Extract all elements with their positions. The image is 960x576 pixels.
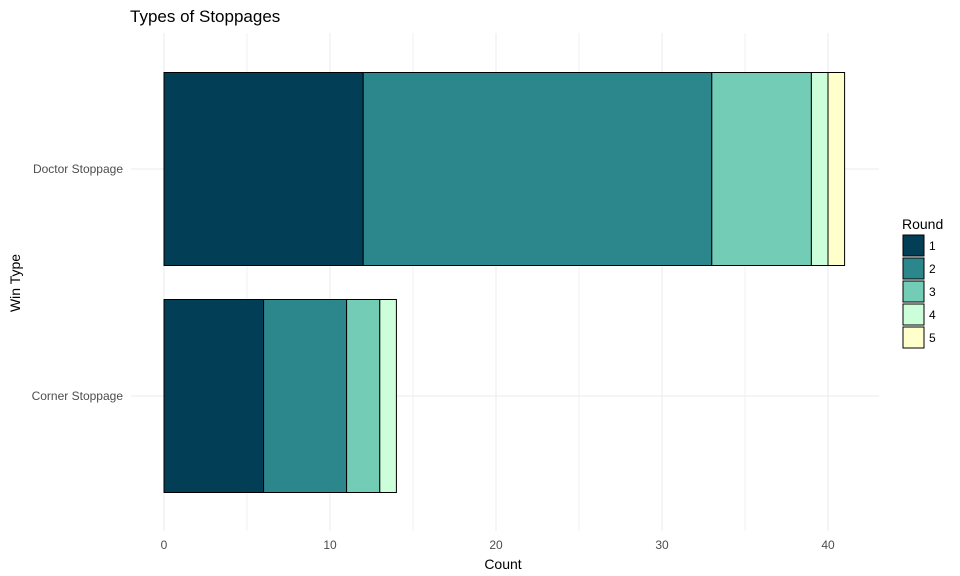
y-axis-ticks: Doctor Stoppage Corner Stoppage	[32, 162, 124, 403]
legend-key	[902, 326, 925, 349]
bar-segment	[711, 72, 812, 266]
y-axis-title: Win Type	[7, 254, 23, 312]
legend-key	[902, 234, 925, 257]
y-tick-label: Doctor Stoppage	[33, 162, 123, 176]
legend: Round 1 2 3 4 5	[902, 216, 943, 349]
bar-segment	[263, 299, 348, 493]
y-tick-label: Corner Stoppage	[32, 389, 124, 403]
chart-title: Types of Stoppages	[130, 7, 280, 26]
bar-segment	[346, 299, 381, 493]
bar-segment	[163, 72, 364, 266]
bar-segment	[827, 72, 846, 266]
x-tick-label: 40	[821, 538, 835, 552]
x-tick-label: 10	[323, 538, 337, 552]
bars	[163, 72, 846, 493]
legend-key	[902, 280, 925, 303]
legend-label: 2	[929, 262, 936, 276]
legend-label: 4	[929, 308, 936, 322]
bar-group	[163, 72, 846, 266]
bar-segment	[810, 72, 829, 266]
x-tick-label: 30	[655, 538, 669, 552]
legend-label: 3	[929, 285, 936, 299]
legend-label: 5	[929, 331, 936, 345]
legend-label: 1	[929, 239, 936, 253]
bar-segment	[163, 299, 265, 493]
legend-key	[902, 257, 925, 280]
x-tick-label: 0	[161, 538, 168, 552]
x-tick-label: 20	[489, 538, 503, 552]
x-axis-ticks: 0 10 20 30 40	[161, 538, 835, 552]
legend-title: Round	[902, 216, 943, 232]
legend-key	[902, 303, 925, 326]
bar-segment	[362, 72, 713, 266]
bar-group	[163, 299, 397, 493]
bar-segment	[379, 299, 397, 493]
x-axis-title: Count	[484, 556, 521, 572]
